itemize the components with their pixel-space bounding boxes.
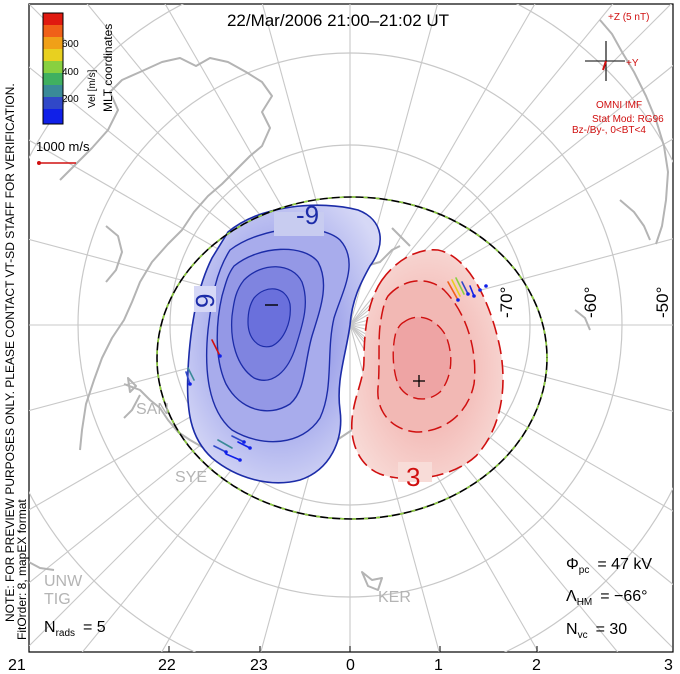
- n-rads-stat: Nrads = 5: [44, 619, 106, 639]
- phi-pc-stat: Φpc = 47 kV: [566, 556, 652, 576]
- velocity-colorbar: [42, 12, 64, 125]
- negative-contour-label: -9: [296, 200, 319, 230]
- imf-y-label: +Y: [626, 58, 639, 69]
- vector-scale-dot: [37, 161, 41, 165]
- colorbar-tick-400: 400: [62, 67, 79, 78]
- lambda-hm-stat: ΛHM = −66°: [566, 588, 648, 608]
- mlt-label-0: 0: [346, 657, 355, 674]
- mlt-label-3: 3: [664, 657, 673, 674]
- mlt-label-21: 21: [8, 657, 26, 674]
- mlt-label-23: 23: [250, 657, 268, 674]
- mlt-label-22: 22: [158, 657, 176, 674]
- coordinate-system-label: MLT coordinates: [101, 24, 115, 112]
- radar-site-san: SAN: [136, 401, 169, 418]
- negative-contour-label-2: 9: [190, 294, 220, 308]
- velocity-vectors: [185, 277, 475, 461]
- positive-contour-label: 3: [406, 462, 420, 492]
- radar-site-unw: UNW: [44, 573, 83, 590]
- imf-z-label: +Z (5 nT): [608, 12, 649, 23]
- mlt-label-2: 2: [532, 657, 541, 674]
- colorbar-label: Vel [m/s]: [87, 69, 98, 108]
- vector-scale-label: 1000 m/s: [36, 139, 90, 154]
- latitude-label-60: -60°: [581, 287, 600, 318]
- n-vc-stat: Nvc = 30: [566, 621, 627, 641]
- preview-note: NOTE: FOR PREVIEW PURPOSES ONLY. PLEASE …: [3, 83, 17, 622]
- latitude-label-70: -70°: [497, 287, 516, 318]
- radar-site-tig: TIG: [44, 591, 71, 608]
- colorbar-tick-600: 600: [62, 39, 79, 50]
- radar-site-ker: KER: [378, 589, 411, 606]
- imf-condition: Bz-/By-, 0<BT<4: [572, 125, 646, 136]
- imf-source: OMNI IMF: [596, 100, 642, 111]
- colorbar-tick-200: 200: [62, 94, 79, 105]
- negative-potential-cell: [186, 204, 381, 484]
- radar-site-sye: SYE: [175, 469, 207, 486]
- coastlines: [29, 19, 669, 591]
- heppner-maynard-boundary: [156, 196, 548, 520]
- fit-order-note: FitOrder: 8, mapEX format: [15, 499, 29, 640]
- imf-clock: [585, 41, 625, 81]
- mlt-ticks: [28, 646, 674, 652]
- vector-origin-dots: [188, 284, 488, 462]
- imf-stat-mod: Stat Mod: RG96: [592, 114, 664, 125]
- positive-potential-cell: [350, 249, 504, 482]
- latitude-label-50: -50°: [653, 287, 672, 318]
- map-title: 22/Mar/2006 21:00–21:02 UT: [227, 11, 449, 30]
- mlt-label-1: 1: [434, 657, 443, 674]
